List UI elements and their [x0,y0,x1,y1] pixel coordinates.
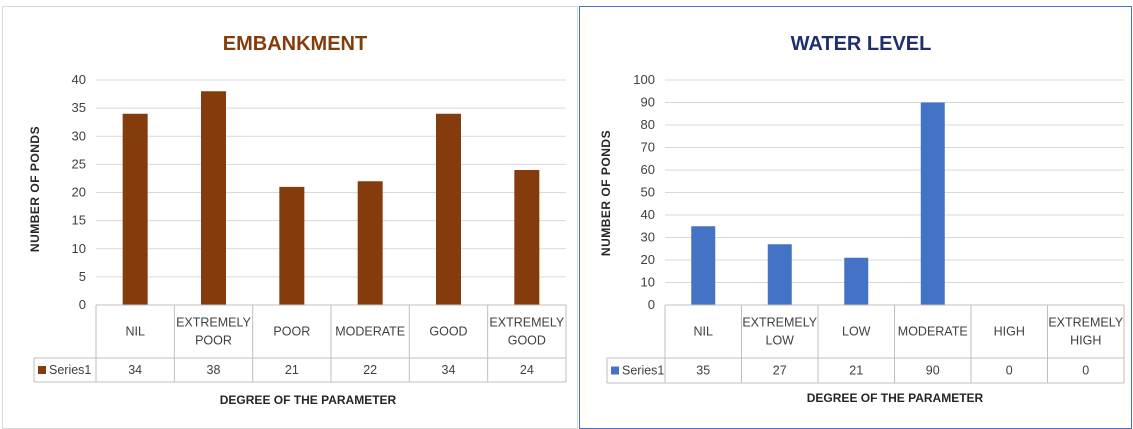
bar [514,170,540,305]
category-label: NIL [125,325,145,339]
water-level-chart: WATER LEVEL NUMBER OF PONDS 0 10 20 30 40 50 60 7… [599,33,1125,405]
y-tick-label: 70 [641,140,655,155]
category-label: EXTREMELY [742,316,817,330]
data-table-value: 21 [285,363,299,377]
legend-series-name: Series1 [622,364,664,378]
x-axis-label: DEGREE OF THE PARAMETER [807,391,984,405]
data-table-value: 35 [696,364,710,378]
y-tick-label: 25 [72,156,86,171]
y-tick-label: 15 [72,213,86,228]
chart-title: WATER LEVEL [791,33,932,55]
data-table-value: 21 [849,364,863,378]
x-axis-label: DEGREE OF THE PARAMETER [220,393,397,407]
category-label: GOOD [508,334,546,348]
legend-swatch [611,366,619,375]
category-label: LOW [766,334,795,348]
category-label: EXTREMELY [176,316,251,330]
category-label: NIL [694,325,714,339]
data-table-value: 0 [1082,364,1089,378]
data-table-value: 22 [363,363,377,377]
category-label: GOOD [429,325,467,339]
category-label: MODERATE [335,325,405,339]
y-tick-label: 30 [641,230,655,245]
legend-swatch [38,366,46,374]
bar [122,113,148,305]
y-tick-label: 50 [641,185,655,200]
bar [201,91,226,305]
chart-title: EMBANKMENT [223,33,367,55]
data-table-value: 34 [442,363,456,377]
y-tick-label: 35 [72,100,86,115]
data-table-value: 0 [1006,364,1013,378]
bar [920,102,945,305]
legend-series-name: Series1 [49,363,91,377]
bar [767,244,792,305]
data-table-value: 27 [773,364,787,378]
y-tick-label: 30 [72,128,86,143]
embankment-chart-panel: EMBANKMENT NUMBER OF PONDS 0 5 10 15 20 25 30 35 4… [2,6,578,429]
category-label: HIGH [994,325,1025,339]
category-label: POOR [195,334,232,348]
y-axis-label: NUMBER OF PONDS [28,126,42,252]
category-label: EXTREMELY [489,316,564,330]
y-tick-label: 20 [641,252,655,267]
category-label: LOW [842,325,871,339]
bar [357,181,383,305]
category-label: EXTREMELY [1048,316,1123,330]
y-tick-label: 80 [641,117,655,132]
category-label: MODERATE [898,325,968,339]
embankment-chart: EMBANKMENT NUMBER OF PONDS 0 5 10 15 20 25 30 35 4… [28,33,567,407]
bar [436,113,461,305]
y-tick-label: 10 [72,241,86,256]
category-label: HIGH [1070,334,1101,348]
y-tick-label: 40 [641,207,655,222]
y-tick-label: 10 [641,275,655,290]
bar [691,226,716,305]
y-axis-label: NUMBER OF PONDS [599,130,613,256]
data-table-value: 24 [520,363,534,377]
bar [844,257,869,305]
y-tick-label: 0 [79,297,86,312]
y-tick-label: 0 [648,297,655,312]
y-tick-label: 90 [641,95,655,110]
y-tick-label: 40 [72,72,86,87]
y-tick-label: 20 [72,185,86,200]
y-tick-label: 60 [641,162,655,177]
category-label: POOR [273,325,310,339]
water-level-chart-panel: WATER LEVEL NUMBER OF PONDS 0 10 20 30 40 50 60 7… [579,6,1132,429]
data-table-value: 38 [207,363,221,377]
y-tick-label: 100 [633,72,655,87]
data-table-value: 34 [128,363,142,377]
bar [279,186,305,305]
data-table-value: 90 [926,364,940,378]
y-tick-label: 5 [79,269,86,284]
